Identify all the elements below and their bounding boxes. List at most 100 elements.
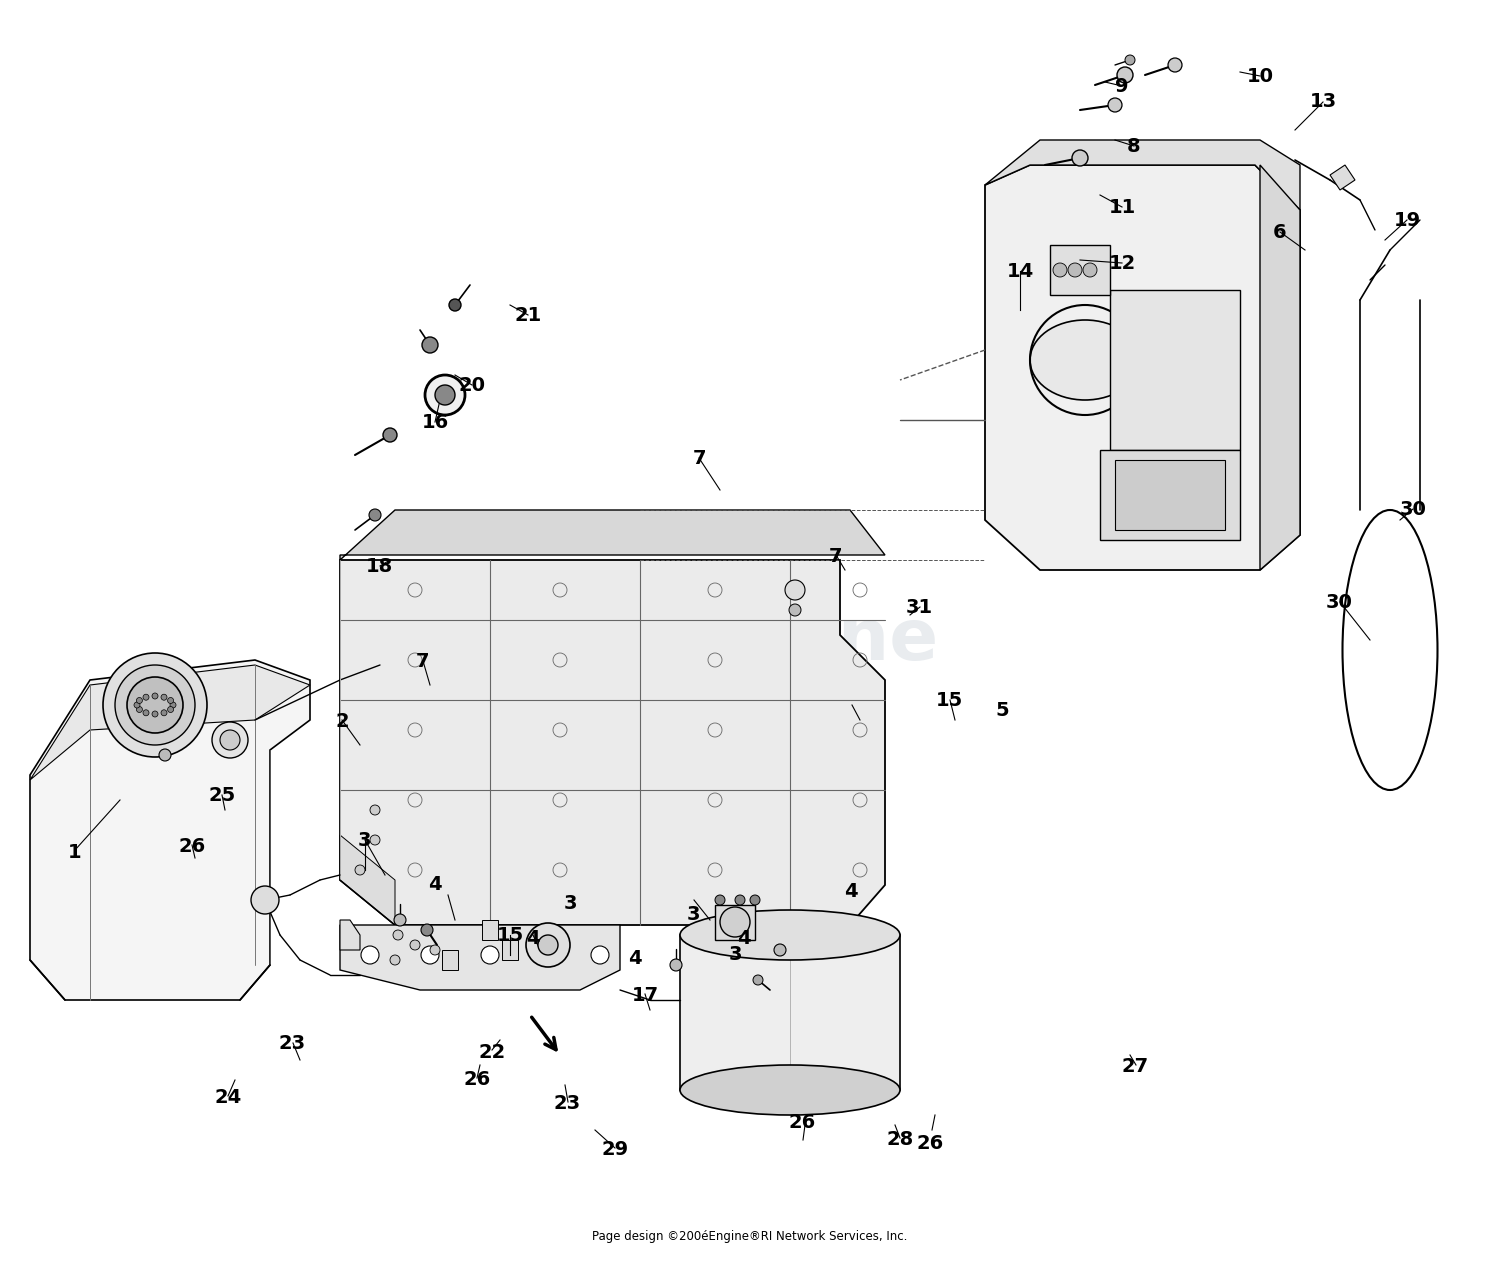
Circle shape [422, 924, 434, 936]
Circle shape [356, 864, 364, 875]
Text: 1: 1 [68, 844, 82, 862]
Circle shape [1068, 264, 1082, 278]
Polygon shape [1114, 460, 1226, 530]
Text: 4: 4 [525, 929, 540, 947]
Text: 21: 21 [514, 307, 541, 325]
Polygon shape [716, 905, 754, 939]
Circle shape [720, 906, 750, 937]
Circle shape [1168, 59, 1182, 73]
Text: 28: 28 [886, 1130, 914, 1148]
Text: 15: 15 [496, 927, 523, 945]
Circle shape [160, 710, 166, 715]
Polygon shape [340, 920, 360, 950]
Circle shape [370, 805, 380, 815]
Text: 8: 8 [1126, 137, 1142, 155]
Circle shape [220, 729, 240, 750]
Text: 3: 3 [357, 831, 372, 849]
Polygon shape [340, 510, 885, 560]
Text: 23: 23 [279, 1035, 306, 1053]
Circle shape [382, 428, 398, 442]
Polygon shape [1050, 244, 1110, 295]
Polygon shape [340, 835, 394, 925]
Circle shape [136, 698, 142, 704]
Circle shape [753, 975, 764, 985]
Polygon shape [680, 934, 900, 1090]
Circle shape [482, 946, 500, 964]
Text: 18: 18 [366, 558, 393, 575]
Circle shape [435, 384, 454, 405]
Circle shape [422, 946, 440, 964]
Circle shape [670, 959, 682, 971]
Text: 11: 11 [1108, 199, 1136, 216]
Circle shape [211, 722, 248, 757]
Text: 7: 7 [692, 449, 705, 467]
Circle shape [542, 946, 560, 964]
Text: 13: 13 [1310, 93, 1336, 111]
Circle shape [424, 376, 465, 415]
Text: 26: 26 [789, 1114, 816, 1132]
Polygon shape [1110, 290, 1240, 449]
Circle shape [369, 509, 381, 521]
Circle shape [152, 693, 157, 699]
Text: 14: 14 [1007, 262, 1034, 280]
Text: 4: 4 [736, 929, 752, 947]
Circle shape [134, 701, 140, 708]
Circle shape [116, 665, 195, 745]
Text: 7: 7 [830, 547, 843, 565]
Circle shape [774, 945, 786, 956]
Circle shape [390, 955, 400, 965]
Text: 15: 15 [936, 691, 963, 709]
Circle shape [152, 712, 157, 717]
Ellipse shape [1030, 320, 1140, 400]
Circle shape [750, 895, 760, 905]
Circle shape [142, 694, 148, 700]
Polygon shape [503, 939, 518, 960]
Polygon shape [1100, 449, 1240, 540]
Polygon shape [340, 925, 620, 990]
Text: 30: 30 [1400, 500, 1426, 518]
Circle shape [1083, 264, 1096, 278]
Circle shape [526, 923, 570, 967]
Polygon shape [1260, 165, 1300, 570]
Circle shape [104, 653, 207, 757]
Polygon shape [340, 560, 885, 925]
Circle shape [1125, 55, 1136, 65]
Circle shape [430, 945, 439, 955]
Circle shape [789, 603, 801, 616]
Text: 3: 3 [564, 895, 576, 913]
Text: 24: 24 [214, 1088, 242, 1106]
Text: 9: 9 [1114, 78, 1128, 95]
Text: 26: 26 [916, 1134, 944, 1152]
Circle shape [251, 886, 279, 914]
Text: 17: 17 [632, 987, 658, 1004]
Text: 26: 26 [464, 1071, 490, 1088]
Circle shape [142, 710, 148, 715]
Text: 20: 20 [459, 377, 486, 395]
Polygon shape [442, 950, 458, 970]
Text: 10: 10 [1246, 67, 1274, 85]
Circle shape [1072, 150, 1088, 165]
Text: 26: 26 [178, 838, 206, 855]
Text: 22: 22 [478, 1044, 506, 1062]
Text: 3: 3 [729, 946, 741, 964]
Text: 31: 31 [906, 598, 933, 616]
Text: 19: 19 [1394, 211, 1420, 229]
Polygon shape [30, 665, 310, 780]
Circle shape [393, 931, 404, 939]
Text: 4: 4 [843, 882, 858, 900]
Polygon shape [986, 140, 1300, 210]
Text: 30: 30 [1326, 593, 1353, 611]
Text: 12: 12 [1108, 255, 1136, 272]
Text: 29: 29 [602, 1141, 628, 1158]
Text: 7: 7 [416, 653, 429, 671]
Text: 23: 23 [554, 1095, 580, 1113]
Circle shape [784, 580, 806, 600]
Text: Page design ©200éEngine®RI Network Services, Inc.: Page design ©200éEngine®RI Network Servi… [592, 1230, 908, 1242]
Circle shape [128, 677, 183, 733]
Circle shape [1053, 264, 1066, 278]
Text: 25: 25 [209, 787, 236, 805]
Circle shape [591, 946, 609, 964]
Text: T200Engine: T200Engine [460, 605, 939, 675]
Text: 6: 6 [1272, 224, 1287, 242]
Circle shape [159, 749, 171, 761]
